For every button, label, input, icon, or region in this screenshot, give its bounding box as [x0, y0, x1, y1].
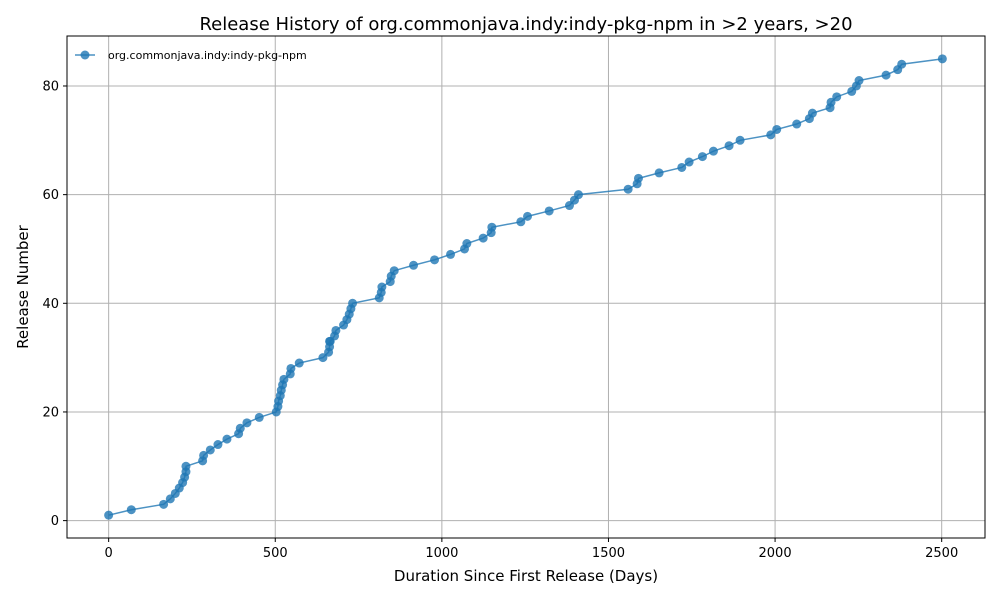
- data-point: [331, 325, 341, 335]
- data-point: [792, 119, 802, 129]
- chart-title: Release History of org.commonjava.indy:i…: [199, 14, 852, 35]
- data-point: [854, 76, 864, 86]
- data-point: [516, 217, 526, 227]
- x-tick-label: 0: [105, 546, 113, 561]
- x-tick-label: 2500: [925, 546, 958, 561]
- data-point: [222, 434, 232, 444]
- data-point: [348, 298, 358, 308]
- y-tick-label: 0: [51, 514, 59, 529]
- data-point: [213, 440, 223, 450]
- legend: org.commonjava.indy:indy-pkg-npm: [75, 49, 307, 62]
- plot-area-frame: [66, 35, 986, 539]
- data-point: [684, 157, 694, 167]
- data-point: [181, 461, 191, 471]
- data-point: [897, 59, 907, 69]
- data-point: [199, 450, 209, 460]
- data-point: [430, 255, 440, 265]
- data-point: [772, 124, 782, 134]
- y-axis-ticks: 0 20 40 60 80: [42, 79, 67, 529]
- data-point: [881, 70, 891, 80]
- data-point: [104, 510, 114, 520]
- data-point: [279, 374, 289, 384]
- data-point: [389, 266, 399, 276]
- data-point: [487, 222, 497, 232]
- data-point: [523, 211, 532, 221]
- data-point: [462, 239, 472, 249]
- data-point: [937, 54, 947, 64]
- data-point: [377, 282, 387, 292]
- data-point: [724, 141, 734, 151]
- data-point: [159, 499, 169, 509]
- x-axis-ticks: 0 500 1000 1500 2000 2500: [105, 538, 958, 561]
- data-point: [235, 423, 245, 433]
- data-point: [478, 233, 488, 243]
- x-tick-label: 500: [263, 546, 288, 561]
- data-point: [286, 363, 296, 373]
- x-tick-label: 1500: [592, 546, 625, 561]
- data-point: [544, 206, 554, 216]
- y-tick-label: 20: [42, 405, 59, 420]
- data-point: [807, 108, 817, 118]
- data-point: [735, 135, 745, 145]
- data-point: [409, 260, 419, 270]
- data-point: [573, 190, 583, 200]
- data-point: [826, 97, 836, 107]
- data-point: [126, 505, 136, 515]
- grid: [67, 36, 985, 538]
- y-axis-label: Release Number: [14, 224, 32, 348]
- data-point: [318, 353, 328, 363]
- data-point: [766, 130, 776, 140]
- legend-entry-label: org.commonjava.indy:indy-pkg-npm: [108, 49, 307, 62]
- data-point: [254, 412, 264, 422]
- series-points-layer: [104, 54, 947, 520]
- data-point: [623, 184, 633, 194]
- y-tick-label: 40: [42, 297, 59, 312]
- data-point: [677, 162, 687, 172]
- data-point: [708, 146, 718, 156]
- y-tick-label: 60: [42, 188, 59, 203]
- data-point: [205, 445, 215, 455]
- y-tick-label: 80: [42, 79, 59, 94]
- x-tick-label: 1000: [425, 546, 458, 561]
- data-point: [294, 358, 304, 368]
- data-point: [446, 249, 456, 259]
- x-axis-label: Duration Since First Release (Days): [394, 567, 658, 585]
- legend-marker-swatch: [80, 50, 90, 60]
- data-point: [242, 418, 252, 428]
- x-tick-label: 2000: [759, 546, 792, 561]
- data-point: [633, 173, 643, 183]
- data-point: [832, 92, 842, 102]
- data-point: [654, 168, 664, 178]
- data-point: [697, 152, 707, 162]
